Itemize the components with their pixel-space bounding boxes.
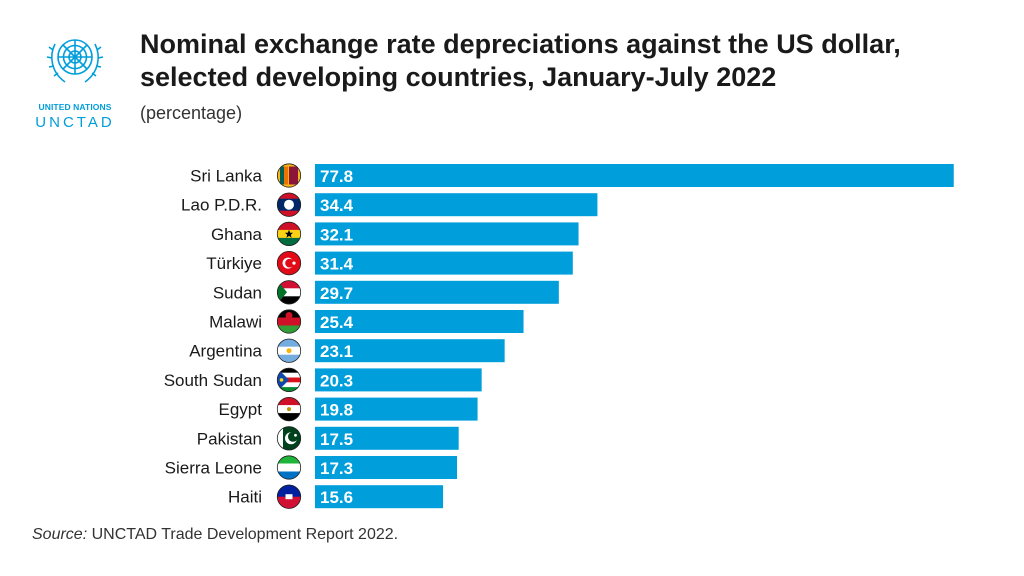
bar-haiti	[315, 485, 444, 509]
data-label-argentina: 23.1	[320, 342, 353, 361]
bar-sri-lanka	[315, 164, 954, 187]
data-label-sri-lanka: 77.8	[320, 167, 353, 186]
data-label-lao-p-d-r: 34.4	[320, 196, 354, 215]
un-logo: UNITED NATIONS UNCTAD	[30, 30, 120, 131]
category-label-lao-p-d-r: Lao P.D.R.	[181, 196, 262, 215]
turkiye-flag-icon	[276, 251, 302, 276]
category-label-haiti: Haiti	[228, 488, 262, 507]
bar-lao-p-d-r	[315, 193, 598, 217]
data-label-south-sudan: 20.3	[320, 371, 353, 390]
ghana-flag-icon	[276, 221, 302, 247]
bar-malawi	[315, 310, 524, 333]
logo-line2: UNCTAD	[35, 114, 115, 131]
logo-line1: UNITED NATIONS	[38, 102, 112, 112]
bar-argentina	[315, 339, 505, 363]
title-line1: Nominal exchange rate depreciations agai…	[140, 29, 901, 59]
sierra-leone-flag-icon	[276, 455, 302, 480]
sudan-flag-icon	[276, 280, 302, 305]
argentina-flag-icon	[276, 338, 302, 363]
chart-title: Nominal exchange rate depreciations agai…	[140, 28, 1000, 94]
category-label-malawi: Malawi	[209, 313, 262, 332]
bar-chart: Sri Lanka 77.8 Lao P.D.R. 34.4 Ghana 32.1 Türk…	[164, 163, 954, 509]
sri-lanka-flag-icon	[276, 163, 302, 188]
category-label-sierra-leone: Sierra Leone	[165, 459, 262, 478]
south-sudan-flag-icon	[276, 367, 302, 392]
data-label-haiti: 15.6	[320, 488, 353, 507]
bar-sierra-leone	[315, 456, 458, 479]
category-label-south-sudan: South Sudan	[164, 371, 262, 390]
category-label-pakistan: Pakistan	[197, 429, 262, 448]
bar-egypt	[315, 397, 478, 421]
category-label-tu-rkiye: Türkiye	[206, 254, 262, 273]
data-label-ghana: 32.1	[320, 225, 353, 244]
source-note: Source: UNCTAD Trade Development Report …	[32, 526, 398, 544]
bar-south-sudan	[315, 368, 482, 392]
pakistan-flag-icon	[276, 426, 302, 451]
category-label-sri-lanka: Sri Lanka	[190, 167, 262, 186]
un-emblem-icon	[46, 39, 104, 83]
source-text: UNCTAD Trade Development Report 2022.	[87, 526, 399, 543]
category-label-ghana: Ghana	[211, 225, 263, 244]
data-label-tu-rkiye: 31.4	[320, 255, 354, 274]
data-label-sierra-leone: 17.3	[320, 459, 353, 478]
egypt-flag-icon	[276, 397, 302, 422]
category-label-sudan: Sudan	[213, 283, 262, 302]
chart-subtitle: (percentage)	[140, 103, 243, 123]
title-line2: selected developing countries, January-J…	[140, 62, 777, 92]
bar-tu-rkiye	[315, 251, 573, 275]
data-label-pakistan: 17.5	[320, 430, 353, 449]
category-label-argentina: Argentina	[189, 342, 262, 361]
category-label-egypt: Egypt	[219, 400, 263, 419]
bar-ghana	[315, 222, 579, 246]
bar-pakistan	[315, 426, 459, 450]
laos-flag-icon	[276, 192, 302, 217]
data-label-egypt: 19.8	[320, 401, 353, 420]
data-label-sudan: 29.7	[320, 284, 353, 303]
data-label-malawi: 25.4	[320, 313, 354, 332]
haiti-flag-icon	[276, 484, 302, 509]
source-label: Source:	[32, 526, 88, 543]
malawi-flag-icon	[276, 309, 302, 334]
bar-sudan	[315, 280, 559, 304]
